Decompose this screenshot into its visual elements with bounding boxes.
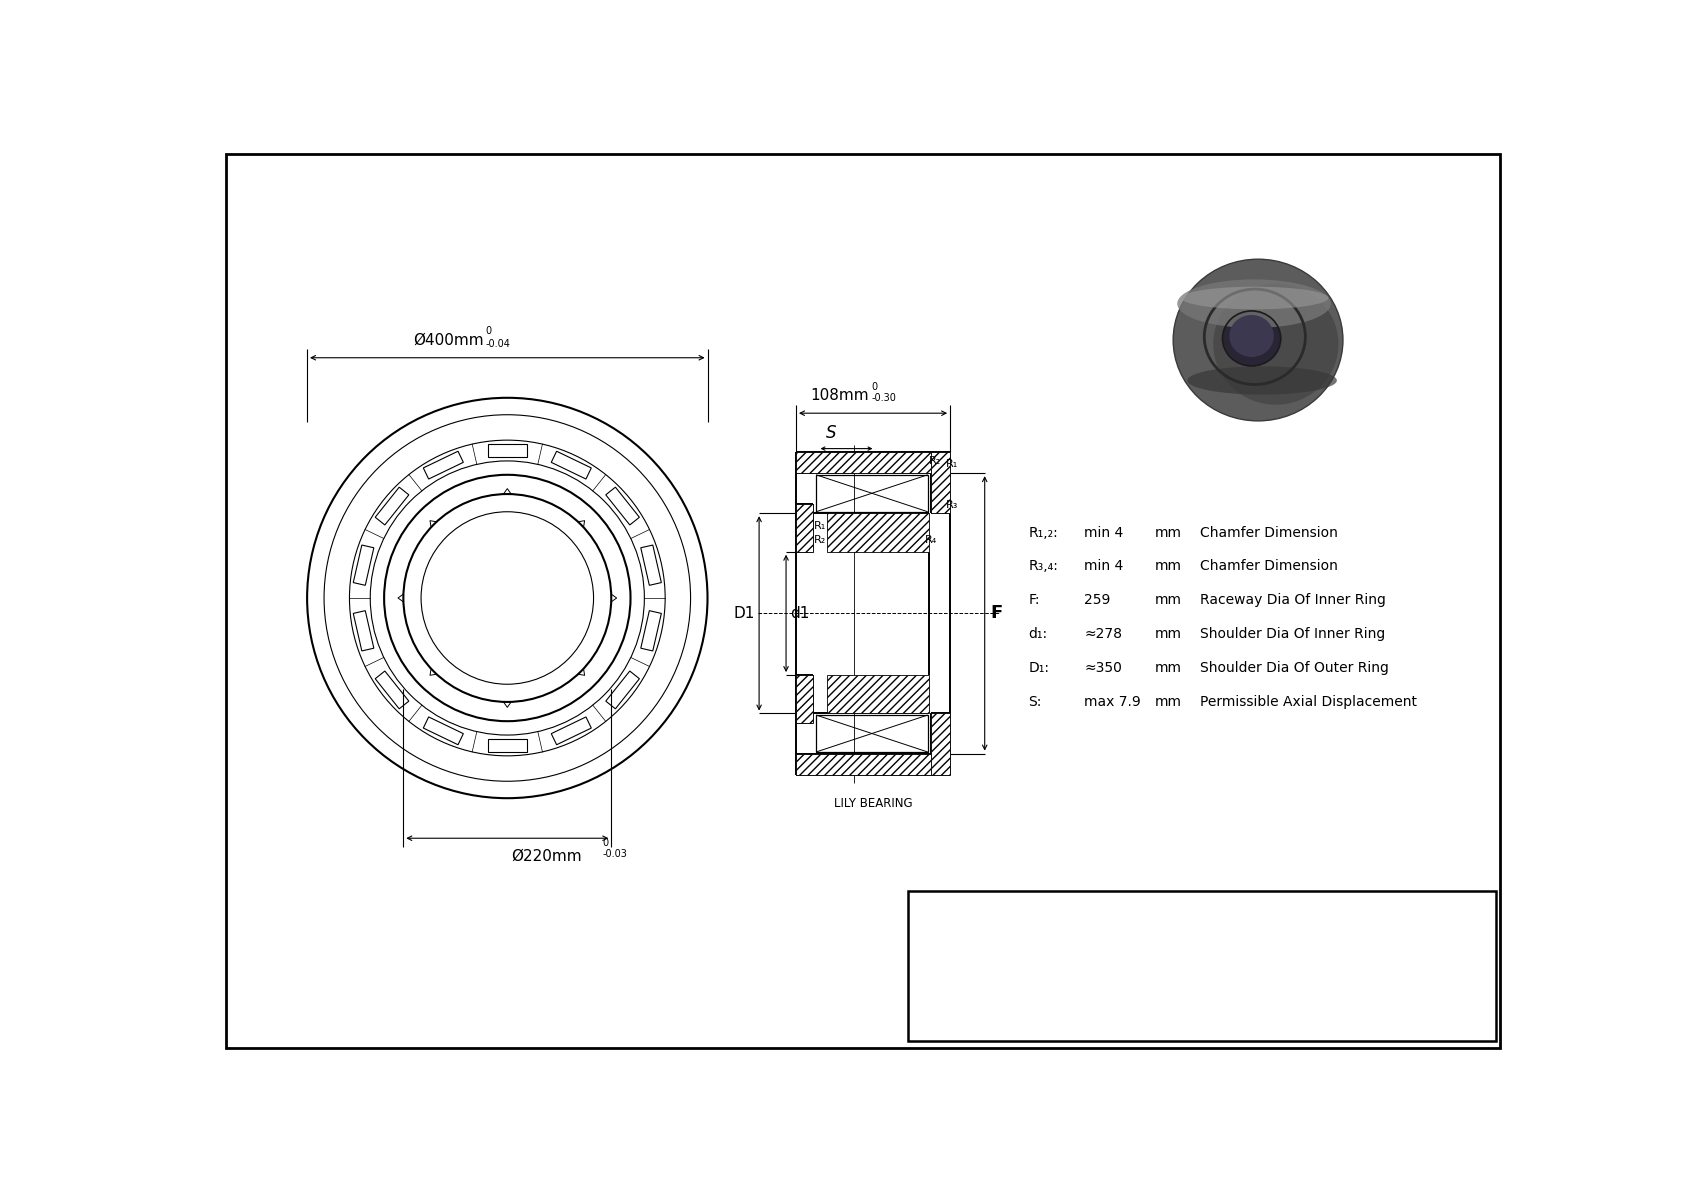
Bar [817, 715, 928, 752]
Bar [642, 545, 662, 585]
Ellipse shape [1223, 311, 1282, 366]
Text: ≈278: ≈278 [1084, 628, 1122, 641]
Bar [797, 451, 931, 473]
Text: S:: S: [1029, 694, 1042, 709]
Bar [827, 675, 930, 713]
Bar [551, 451, 591, 479]
Text: Permissible Axial Displacement: Permissible Axial Displacement [1199, 694, 1416, 709]
Ellipse shape [1212, 283, 1339, 405]
Text: mm: mm [1155, 593, 1182, 607]
Text: F:: F: [1029, 593, 1041, 607]
Bar [931, 713, 950, 775]
Text: SHANGHAI LILY BEARING LIMITED: SHANGHAI LILY BEARING LIMITED [1148, 915, 1435, 929]
Ellipse shape [1174, 260, 1342, 420]
Text: R₃,₄:: R₃,₄: [1029, 560, 1059, 573]
Text: Part
Numbe: Part Numbe [968, 986, 1029, 1019]
Text: R₂: R₂ [928, 455, 941, 466]
Text: R₄: R₄ [925, 535, 936, 544]
Text: S: S [825, 424, 837, 442]
Text: mm: mm [1155, 694, 1182, 709]
Bar [354, 611, 374, 651]
Text: LILY: LILY [943, 905, 1054, 954]
Bar [797, 504, 813, 551]
Text: Shoulder Dia Of Outer Ring: Shoulder Dia Of Outer Ring [1199, 661, 1388, 675]
Bar [376, 487, 409, 525]
Text: -0.30: -0.30 [872, 393, 896, 404]
Text: max 7.9: max 7.9 [1084, 694, 1140, 709]
Bar [606, 671, 640, 709]
Text: Raceway Dia Of Inner Ring: Raceway Dia Of Inner Ring [1199, 593, 1386, 607]
Text: ®: ® [1042, 900, 1059, 918]
Text: Email: lilybearing@lily-bearing.com: Email: lilybearing@lily-bearing.com [1180, 935, 1403, 948]
Bar [376, 671, 409, 709]
Bar [354, 545, 374, 585]
Text: D₁:: D₁: [1029, 661, 1049, 675]
Text: 108mm: 108mm [810, 388, 869, 404]
Text: min 4: min 4 [1084, 525, 1123, 540]
Bar [908, 891, 1495, 1041]
Text: 0: 0 [485, 326, 492, 336]
Ellipse shape [1177, 280, 1330, 328]
Text: 0: 0 [872, 381, 877, 392]
Bar [797, 675, 813, 723]
Text: Shoulder Dia Of Inner Ring: Shoulder Dia Of Inner Ring [1199, 628, 1384, 641]
Bar [488, 444, 527, 456]
Text: mm: mm [1155, 661, 1182, 675]
Text: F: F [990, 604, 1002, 623]
Bar [797, 754, 931, 775]
Text: -0.03: -0.03 [601, 849, 626, 859]
Text: 0: 0 [601, 838, 608, 848]
Text: R₂: R₂ [813, 535, 827, 544]
Bar [423, 451, 463, 479]
Ellipse shape [1187, 367, 1337, 394]
Text: d₁:: d₁: [1029, 628, 1047, 641]
Text: D1: D1 [733, 606, 754, 621]
Text: min 4: min 4 [1084, 560, 1123, 573]
Bar [817, 475, 928, 512]
Text: mm: mm [1155, 628, 1182, 641]
Text: Chamfer Dimension: Chamfer Dimension [1199, 560, 1337, 573]
Text: R₁: R₁ [946, 459, 958, 468]
Text: ≈350: ≈350 [1084, 661, 1122, 675]
Text: mm: mm [1155, 525, 1182, 540]
Text: d1: d1 [790, 606, 810, 621]
Text: R₁,₂:: R₁,₂: [1029, 525, 1058, 540]
Bar [931, 451, 950, 513]
Bar [551, 717, 591, 744]
Bar [488, 740, 527, 752]
Ellipse shape [1180, 287, 1329, 310]
Text: R₁: R₁ [813, 520, 827, 531]
Text: R₃: R₃ [946, 500, 958, 510]
Text: mm: mm [1155, 560, 1182, 573]
Text: -0.04: -0.04 [485, 338, 510, 349]
Text: Chamfer Dimension: Chamfer Dimension [1199, 525, 1337, 540]
Text: Ø400mm: Ø400mm [414, 332, 485, 348]
Bar [827, 513, 930, 551]
Ellipse shape [1229, 314, 1273, 357]
Text: Ø220mm: Ø220mm [512, 848, 581, 863]
Bar [606, 487, 640, 525]
Text: LILY BEARING: LILY BEARING [834, 797, 913, 810]
Bar [423, 717, 463, 744]
Text: NJ 2244 ECML Cylindrical Roller Bearings: NJ 2244 ECML Cylindrical Roller Bearings [1101, 994, 1484, 1012]
Bar [642, 611, 662, 651]
Text: 259: 259 [1084, 593, 1110, 607]
